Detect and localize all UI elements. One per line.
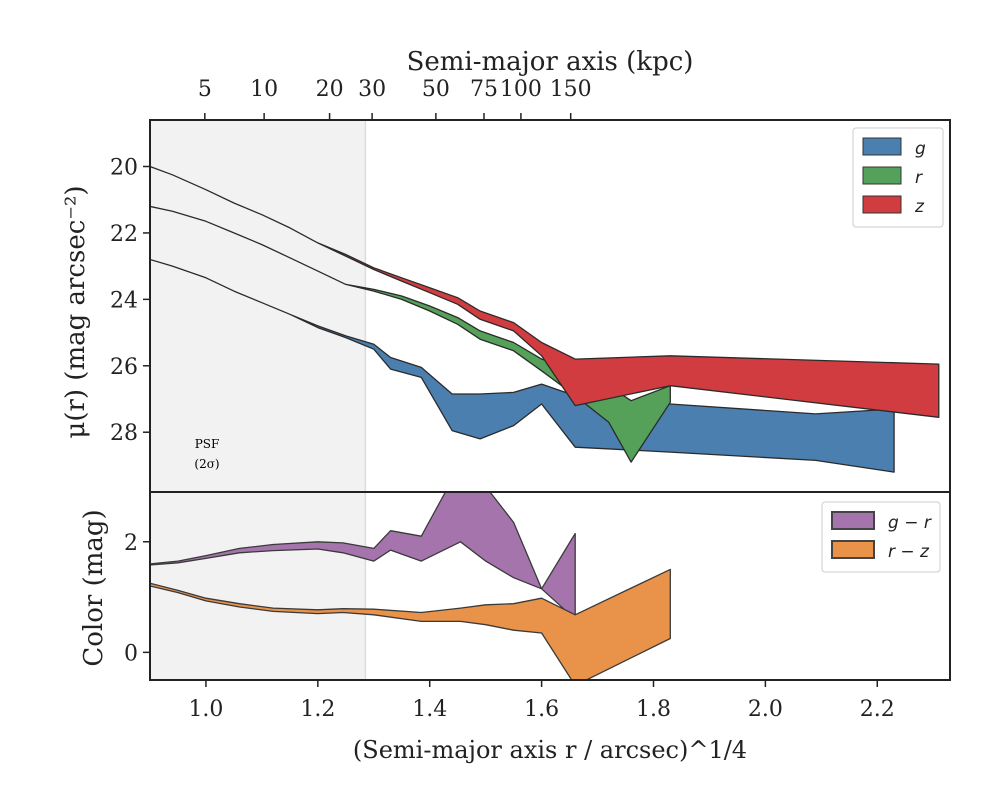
- top-tick-label: 150: [550, 77, 592, 102]
- legend-label: r: [915, 168, 923, 188]
- psf-label: PSF: [195, 437, 220, 451]
- top-tick-label: 5: [198, 77, 212, 102]
- legend-swatch: [831, 540, 875, 559]
- x-tick-label: 1.2: [300, 697, 335, 722]
- top-tick-label: 30: [358, 77, 386, 102]
- color-y-tick-label: 0: [124, 641, 138, 666]
- y-axis-label: μ(r) (mag arcsec⁻²): [61, 185, 91, 438]
- color-y-axis-label: Color (mag): [79, 509, 109, 666]
- series-band-z: [150, 165, 940, 418]
- x-tick-label: 2.0: [748, 697, 783, 722]
- legend-label: g: [915, 139, 926, 159]
- y-tick-label: 26: [110, 355, 138, 380]
- x-tick-label: 1.0: [188, 697, 223, 722]
- top-tick-label: 10: [250, 77, 278, 102]
- legend-swatch: [862, 166, 902, 185]
- legend-swatch: [862, 195, 902, 214]
- y-tick-label: 28: [110, 421, 138, 446]
- legend-label: g − r: [888, 513, 932, 533]
- x-tick-label: 2.2: [860, 697, 895, 722]
- legend-label: r − z: [888, 542, 930, 562]
- top-tick-label: 50: [422, 77, 450, 102]
- y-tick-label: 24: [110, 288, 138, 313]
- x-tick-label: 1.8: [636, 697, 671, 722]
- y-tick-label: 20: [110, 156, 138, 181]
- series-layer: [150, 165, 940, 680]
- series-band-r-z: [150, 568, 671, 680]
- color-y-tick-label: 2: [124, 531, 138, 556]
- bottom-panel-frame: [149, 491, 951, 681]
- top-tick-label: 100: [500, 77, 542, 102]
- x-tick-label: 1.6: [524, 697, 559, 722]
- legend-swatch: [862, 137, 902, 156]
- top-tick-label: 20: [316, 77, 344, 102]
- text-layer: PSF(2σ)1.0 1.2 1.4 1.6 1.8 2.0 2.25 10 20 30 50 75 1…: [61, 47, 895, 764]
- series-band-g: [150, 258, 895, 473]
- legend-label: z: [914, 197, 925, 217]
- psf-shade: [150, 120, 366, 680]
- top-axis-label: Semi-major axis (kpc): [407, 47, 694, 77]
- legend-layer: grz g − r r − z: [821, 127, 944, 573]
- y-tick-label: 22: [110, 222, 138, 247]
- psf-sublabel: (2σ): [194, 457, 219, 471]
- psf-region: [150, 120, 367, 680]
- top-tick-label: 75: [470, 77, 498, 102]
- axes-layer: [143, 113, 951, 687]
- x-axis-label: (Semi-major axis r / arcsec)^1/4: [353, 736, 747, 764]
- legend-swatch: [831, 511, 875, 530]
- x-tick-label: 1.4: [412, 697, 447, 722]
- series-band-r: [150, 205, 671, 463]
